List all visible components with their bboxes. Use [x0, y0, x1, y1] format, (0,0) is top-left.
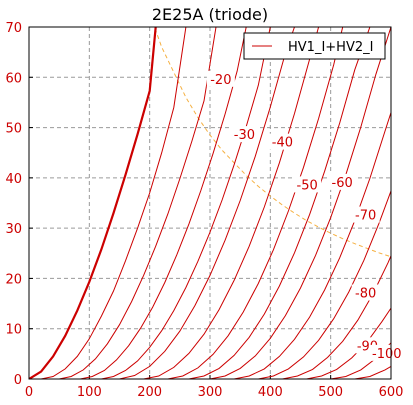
y-tick-label: 40 [5, 172, 22, 187]
legend-entry: HV1_I+HV2_I [288, 40, 373, 55]
x-tick-label: 100 [77, 385, 102, 400]
curve-label: -40 [272, 136, 293, 151]
chart-title: 2E25A (triode) [152, 5, 268, 24]
plot-frame [28, 26, 392, 380]
x-axis: 0 100 200 300 400 500 600 [25, 375, 404, 400]
y-tick-label: 50 [5, 122, 22, 137]
curve-label: -50 [297, 178, 318, 193]
curve-label: -20 [210, 73, 231, 88]
x-tick-label: 400 [258, 385, 283, 400]
plate-curve-series-12 [282, 255, 391, 379]
plate-curve-series-13 [306, 307, 391, 379]
curve-label: -30 [234, 128, 255, 143]
plate-curve-series-0 [29, 27, 157, 379]
power-limit-curve [153, 27, 391, 258]
plate-curve-series-3 [80, 27, 247, 379]
plate-curve-series-9 [209, 27, 391, 379]
curve-label-bg [351, 284, 380, 301]
y-tick-label: 30 [5, 222, 22, 237]
plate-curve-series-8 [188, 27, 371, 379]
plate-curve-series-2 [59, 27, 217, 379]
curve-group [29, 27, 391, 379]
x-tick-label: 500 [318, 385, 343, 400]
curve-label-bg [293, 176, 322, 193]
curve-label: -60 [332, 176, 353, 191]
x-tick-label: 200 [137, 385, 162, 400]
curve-label-bg [368, 344, 405, 361]
curve-label-bg [268, 133, 297, 150]
curve-label-bg [206, 70, 235, 87]
curve-label: -80 [355, 287, 376, 302]
x-tick-label: 0 [25, 385, 33, 400]
plate-curve-series-7 [167, 27, 344, 379]
plate-curve-series-6 [143, 27, 320, 379]
y-tick-label: 70 [5, 21, 22, 36]
plate-curve-series-15 [354, 365, 391, 379]
curve-label: -70 [355, 209, 376, 224]
y-tick-label: 60 [5, 71, 22, 86]
y-tick-label: 20 [5, 272, 22, 287]
y-axis: 0 10 20 30 40 50 60 70 [5, 21, 33, 388]
plate-curve-series-11 [258, 190, 391, 379]
x-tick-label: 300 [198, 385, 223, 400]
plate-curve-series-5 [119, 27, 295, 379]
power-dissipation-limit-line [153, 27, 391, 258]
curve-label-bg [230, 126, 259, 143]
curve-labels: -20-30-40-50 -60-70-80-90-100 [206, 70, 405, 362]
plate-curve-series-10 [234, 112, 391, 379]
y-tick-label: 10 [5, 323, 22, 338]
curve-label-bg [351, 206, 380, 223]
legend: HV1_I+HV2_I [243, 32, 386, 60]
plate-curve-series-1 [40, 27, 187, 379]
curve-label: -100 [372, 347, 402, 362]
curve-label-bg [328, 173, 357, 190]
y-tick-label: 0 [14, 373, 22, 388]
x-tick-label: 600 [379, 385, 404, 400]
